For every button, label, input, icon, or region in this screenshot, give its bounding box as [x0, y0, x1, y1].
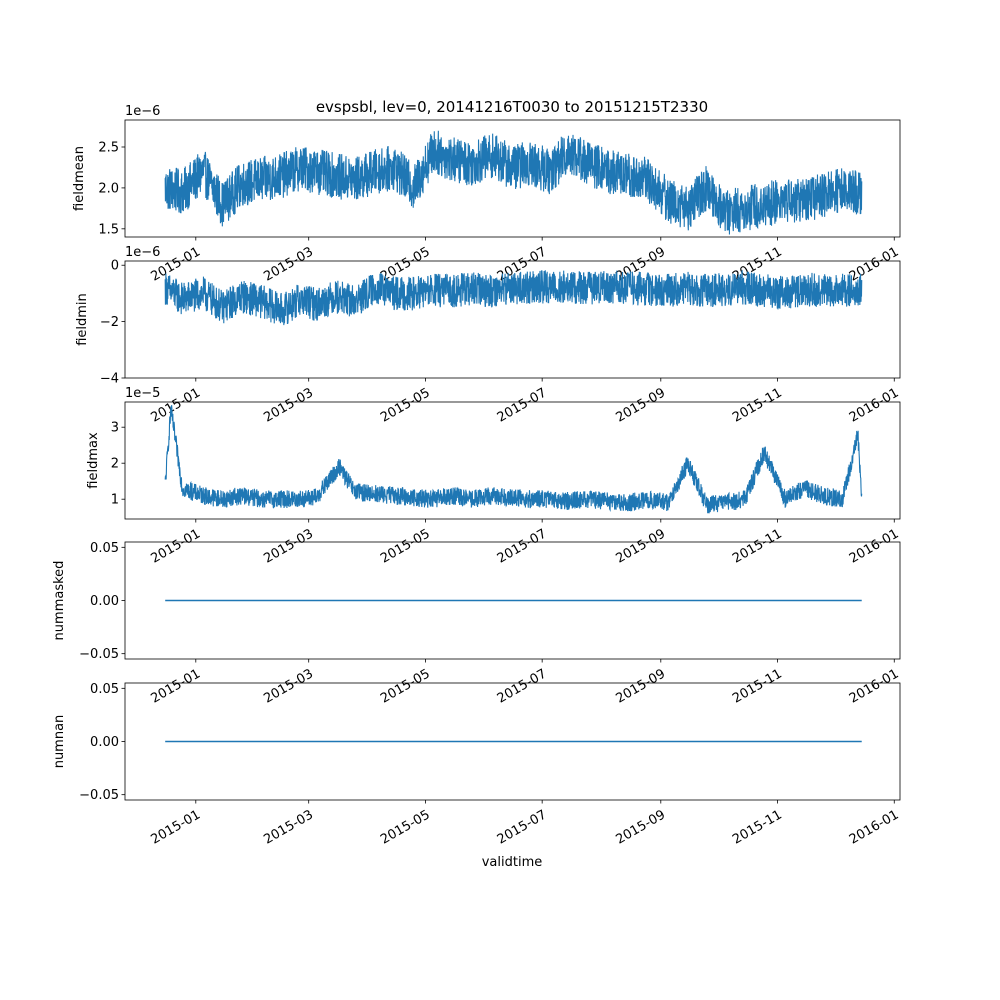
y-axis-label: nummasked [52, 561, 67, 641]
y-tick-label: 1.5 [98, 222, 119, 237]
y-tick-label: 0 [111, 259, 119, 274]
chart-title: evspsbl, lev=0, 20141216T0030 to 2015121… [316, 98, 708, 116]
y-axis-label: fieldmin [75, 293, 90, 346]
y-offset-text: 1e−6 [125, 104, 160, 119]
y-tick-label: 2 [111, 457, 119, 472]
y-tick-label: −4 [100, 372, 119, 387]
y-tick-label: 0.05 [90, 541, 119, 556]
y-tick-label: 0.00 [90, 735, 119, 750]
axes-frame [124, 119, 901, 238]
y-tick-label: 0.05 [90, 682, 119, 697]
y-axis-label: numnan [52, 715, 67, 769]
y-tick-label: 3 [111, 421, 119, 436]
y-tick-label: 1 [111, 493, 119, 508]
series-line-fieldmin [164, 269, 863, 326]
y-tick-label: −0.05 [79, 647, 119, 662]
y-tick-label: 0.00 [90, 594, 119, 609]
y-tick-label: −0.05 [79, 788, 119, 803]
y-axis-label: fieldmean [72, 146, 87, 211]
axes-frame [124, 401, 901, 520]
y-axis-label: fieldmax [86, 432, 101, 489]
axes-frame [124, 260, 901, 379]
x-axis-label: validtime [482, 855, 543, 870]
y-tick-label: 2.0 [98, 181, 119, 196]
series-line-fieldmax [164, 405, 863, 514]
y-offset-text: 1e−6 [125, 245, 160, 260]
y-offset-text: 1e−5 [125, 386, 160, 401]
series-line-fieldmean [164, 130, 863, 235]
y-tick-label: −2 [100, 315, 119, 330]
y-tick-label: 2.5 [98, 141, 119, 156]
